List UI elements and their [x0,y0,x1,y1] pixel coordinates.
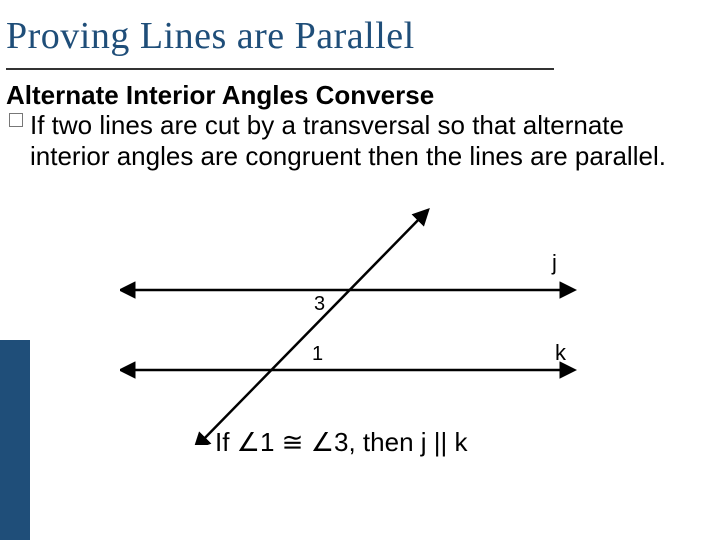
label-line-j: j [552,250,557,276]
conclusion-angle1: 1 [260,427,282,457]
conclusion-prefix: If [215,427,237,457]
congruent-symbol: ≅ [282,427,304,457]
label-angle-3: 3 [314,293,325,316]
transversal-line [198,213,425,445]
conclusion-rest: 3, then j || k [334,427,467,457]
theorem-statement: If two lines are cut by a transversal so… [30,110,710,172]
conclusion-mid [303,427,310,457]
conclusion-statement: If ∠1 ≅ ∠3, then j || k [215,427,467,458]
slide: Proving Lines are Parallel Alternate Int… [0,0,720,540]
label-line-k: k [555,340,566,366]
title-underline [6,68,554,70]
angle-symbol-2: ∠ [311,427,334,457]
angle-symbol-1: ∠ [237,427,260,457]
left-accent-bar [0,340,30,540]
page-title: Proving Lines are Parallel [6,14,415,58]
theorem-name: Alternate Interior Angles Converse [6,80,434,111]
bullet-icon [9,113,23,127]
label-angle-1: 1 [312,343,323,366]
parallel-lines-diagram [120,205,580,445]
